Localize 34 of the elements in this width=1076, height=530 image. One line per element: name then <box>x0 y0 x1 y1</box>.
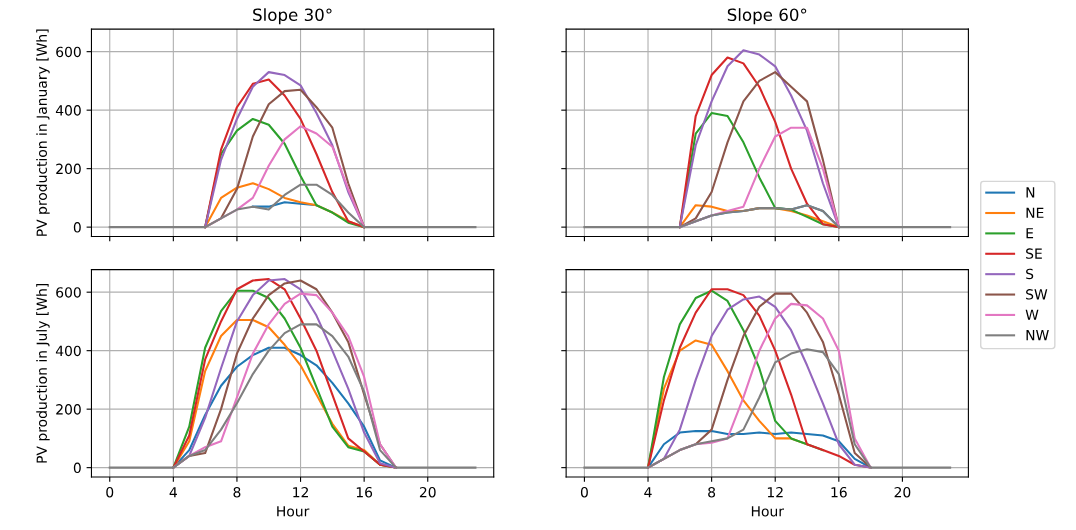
y-axis-title: PV production in July [Wh] <box>36 283 50 463</box>
y-tick-label: 400 <box>55 105 81 116</box>
legend-label: W <box>1025 309 1039 320</box>
x-tick-label: 4 <box>169 487 177 498</box>
y-axis-title: PV production in January [Wh] <box>36 29 50 236</box>
legend-label: N <box>1026 187 1035 198</box>
x-tick-label: 16 <box>831 486 847 498</box>
y-tick-label: 400 <box>55 345 81 357</box>
chart-title: Slope 30° <box>253 8 332 25</box>
x-axis-title: Hour <box>277 506 310 517</box>
x-tick-label: 4 <box>644 487 652 498</box>
x-tick-label: 0 <box>580 486 588 498</box>
x-tick-label: 20 <box>419 486 436 498</box>
x-axis-title: Hour <box>751 506 784 517</box>
y-tick-label: 200 <box>56 163 81 175</box>
y-tick-label: 600 <box>56 46 81 58</box>
x-tick-label: 0 <box>106 486 114 498</box>
legend-label: SW <box>1026 289 1048 300</box>
y-tick-label: 600 <box>56 287 81 298</box>
x-tick-label: 20 <box>894 486 911 498</box>
x-tick-label: 8 <box>233 486 241 498</box>
y-tick-label: 0 <box>73 222 81 233</box>
legend-label: E <box>1026 228 1034 239</box>
y-tick-label: 200 <box>56 404 81 415</box>
x-tick-label: 16 <box>356 486 373 498</box>
chart-title: Slope 60° <box>727 8 807 25</box>
x-tick-label: 12 <box>293 486 308 498</box>
y-tick-label: 0 <box>73 462 81 474</box>
legend-label: NE <box>1026 207 1044 218</box>
legend-label: SE <box>1026 248 1042 259</box>
legend-label: S <box>1026 268 1034 280</box>
x-tick-label: 12 <box>767 486 783 498</box>
x-tick-label: 8 <box>708 486 716 498</box>
legend-label: NW <box>1026 330 1049 341</box>
